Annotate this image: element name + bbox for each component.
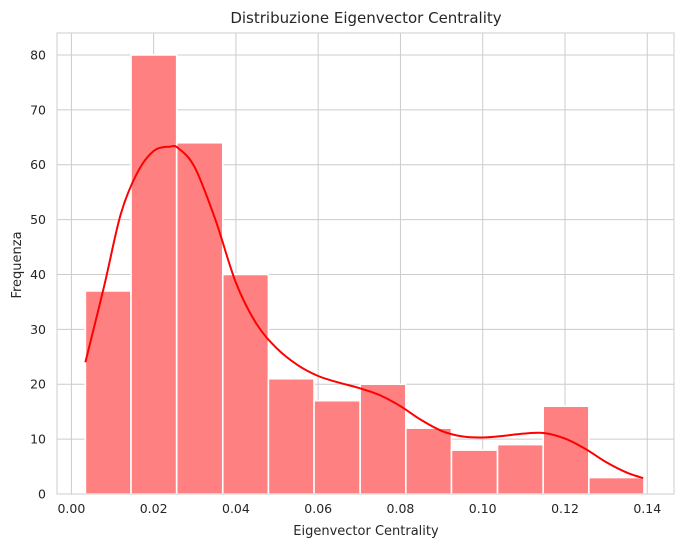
y-tick-label: 70: [30, 102, 46, 117]
x-tick-label: 0.06: [304, 501, 332, 516]
histogram-bar: [542, 405, 590, 495]
histogram-bar: [175, 141, 224, 495]
histogram-bar: [496, 443, 544, 495]
histogram-bar: [267, 377, 315, 495]
histogram-bar: [450, 449, 499, 495]
y-axis-label: Frequenza: [10, 231, 25, 298]
plot-frame: [56, 32, 675, 495]
y-tick-label: 80: [30, 47, 46, 62]
x-tick-label: 0.04: [222, 501, 250, 516]
x-tick-label: 0.00: [57, 501, 85, 516]
chart-title: Distribuzione Eigenvector Centrality: [230, 9, 501, 27]
y-tick-label: 20: [30, 377, 46, 392]
histogram-bar: [359, 383, 407, 495]
histogram-bar: [405, 427, 453, 495]
y-tick-label: 10: [30, 432, 46, 447]
x-tick-label: 0.02: [140, 501, 168, 516]
x-tick-label: 0.14: [633, 501, 661, 516]
bars: [84, 54, 645, 495]
histogram-bar: [588, 476, 645, 495]
kde-curve: [84, 144, 644, 480]
x-tick-label: 0.12: [551, 501, 579, 516]
y-tick-label: 40: [30, 267, 46, 282]
x-tick-labels: 0.00 0.02 0.04 0.06 0.08 0.10 0.12 0.14: [57, 501, 661, 516]
y-tick-label: 30: [30, 322, 46, 337]
x-axis-label: Eigenvector Centrality: [293, 524, 439, 539]
x-tick-label: 0.10: [469, 501, 497, 516]
y-tick-label: 0: [38, 487, 46, 502]
y-tick-label: 60: [30, 157, 46, 172]
histogram-bar: [313, 399, 361, 495]
y-tick-label: 50: [30, 212, 46, 227]
histogram-bar: [221, 273, 270, 495]
y-tick-labels: 0 10 20 30 40 50 60 70 80: [30, 47, 46, 501]
x-tick-label: 0.08: [387, 501, 415, 516]
histogram-bar: [84, 290, 132, 495]
histogram-bar: [130, 54, 178, 495]
